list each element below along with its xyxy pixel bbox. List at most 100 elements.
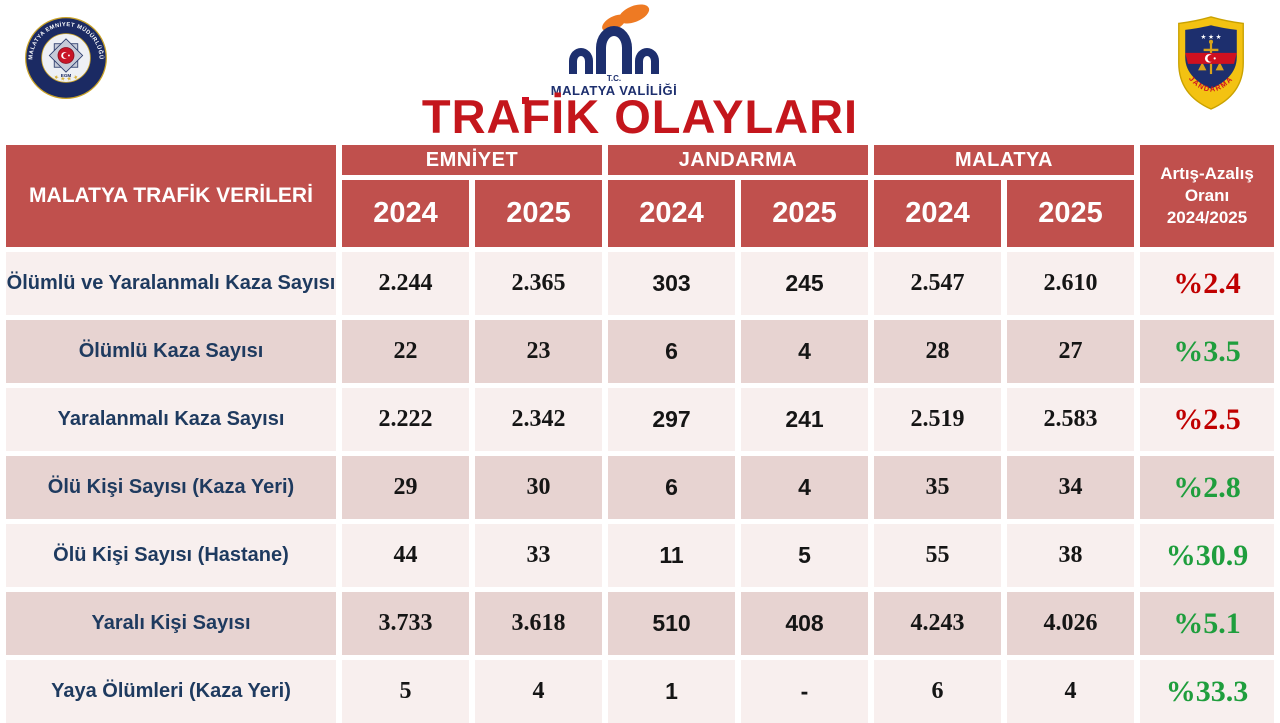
value-cell: 33 xyxy=(475,524,602,587)
value-cell: 3.618 xyxy=(475,592,602,655)
row-label: Ölümlü ve Yaralanmalı Kaza Sayısı xyxy=(6,252,336,315)
group-header-row: MALATYA TRAFİK VERİLERİ EMNİYET JANDARMA… xyxy=(6,145,1275,247)
value-cell: 4.026 xyxy=(1007,592,1135,655)
value-cell: - xyxy=(741,660,869,723)
arch-small-right xyxy=(635,48,659,74)
value-cell: 4.243 xyxy=(874,592,1002,655)
value-cell: 44 xyxy=(342,524,469,587)
value-cell: 4 xyxy=(1007,660,1135,723)
rate-cell: %2.4 xyxy=(1140,252,1275,315)
row-label: Yaralı Kişi Sayısı xyxy=(6,592,336,655)
table-row: Ölü Kişi Sayısı (Hastane) 44 33 11 5 55 … xyxy=(6,524,1275,587)
value-cell: 241 xyxy=(741,388,869,451)
value-cell: 27 xyxy=(1007,320,1135,383)
year-header: 2025 xyxy=(741,180,869,247)
arch-large-center xyxy=(596,26,632,74)
value-cell: 408 xyxy=(741,592,869,655)
rate-cell: %5.1 xyxy=(1140,592,1275,655)
jandarma-shield-logo: ★ ★ ★ JANDARMA xyxy=(1178,16,1244,110)
arch-small-left xyxy=(569,48,593,74)
valilik-caption: MALATYA VALİLİĞİ xyxy=(522,82,694,105)
rate-cell: %3.5 xyxy=(1140,320,1275,383)
year-header-row: 2024 2025 2024 2025 2024 2025 xyxy=(6,180,1274,247)
value-cell: 2.222 xyxy=(342,388,469,451)
row-label: Yaralanmalı Kaza Sayısı xyxy=(6,388,336,451)
value-cell: 245 xyxy=(741,252,869,315)
crescent-ribbon-icon xyxy=(1185,52,1237,64)
traffic-table: MALATYA TRAFİK VERİLERİ EMNİYET JANDARMA… xyxy=(0,140,1280,723)
value-cell: 6 xyxy=(608,320,735,383)
shield-stars: ★ ★ ★ xyxy=(1201,34,1222,41)
table-row: Yaralanmalı Kaza Sayısı 2.222 2.342 297 … xyxy=(6,388,1275,451)
row-label: Ölü Kişi Sayısı (Hastane) xyxy=(6,524,336,587)
page-title: TRAFİK OLAYLARI xyxy=(421,90,859,143)
value-cell: 29 xyxy=(342,456,469,519)
value-cell: 2.610 xyxy=(1007,252,1135,315)
rate-cell: %33.3 xyxy=(1140,660,1275,723)
year-header: 2025 xyxy=(475,180,602,247)
year-header: 2025 xyxy=(1007,180,1135,247)
rate-header-line2: Oranı xyxy=(1184,185,1230,205)
value-cell: 6 xyxy=(874,660,1002,723)
value-cell: 5 xyxy=(342,660,469,723)
badge-abbrev: EGM xyxy=(61,73,72,78)
badge-stars: ★ ★ ★ ★ xyxy=(53,73,80,82)
value-cell: 55 xyxy=(874,524,1002,587)
value-cell: 303 xyxy=(608,252,735,315)
value-cell: 11 xyxy=(608,524,735,587)
rate-cell: %2.8 xyxy=(1140,456,1275,519)
value-cell: 23 xyxy=(475,320,602,383)
table-row: Ölü Kişi Sayısı (Kaza Yeri) 29 30 6 4 35… xyxy=(6,456,1275,519)
table-row: Ölümlü ve Yaralanmalı Kaza Sayısı 2.244 … xyxy=(6,252,1275,315)
arch-monogram-icon xyxy=(534,26,694,74)
value-cell: 6 xyxy=(608,456,735,519)
rate-header: Artış-Azalış Oranı 2024/2025 xyxy=(1140,145,1275,247)
row-label: Yaya Ölümleri (Kaza Yeri) xyxy=(6,660,336,723)
malatya-valiligi-logo: T.C. MALATYA VALİLİĞİ xyxy=(522,2,694,105)
eight-point-star-icon xyxy=(48,38,84,73)
rate-cell: %30.9 xyxy=(1140,524,1275,587)
value-cell: 297 xyxy=(608,388,735,451)
svg-text:★ ★ ★ ★: ★ ★ ★ ★ xyxy=(53,73,80,82)
tc-label: T.C. xyxy=(606,74,622,83)
page-header: MALATYA EMNİYET MÜDÜRLÜĞÜ ★ ★ ★ ★ EGM xyxy=(0,0,1280,140)
value-cell: 2.519 xyxy=(874,388,1002,451)
value-cell: 4 xyxy=(475,660,602,723)
value-cell: 510 xyxy=(608,592,735,655)
table-row: Yaralı Kişi Sayısı 3.733 3.618 510 408 4… xyxy=(6,592,1275,655)
value-cell: 1 xyxy=(608,660,735,723)
rate-header-line3: 2024/2025 xyxy=(1166,208,1248,228)
value-cell: 34 xyxy=(1007,456,1135,519)
value-cell: 2.342 xyxy=(475,388,602,451)
value-cell: 35 xyxy=(874,456,1002,519)
year-header: 2024 xyxy=(874,180,1002,247)
group-header-malatya: MALATYA xyxy=(874,145,1135,175)
rate-cell: %2.5 xyxy=(1140,388,1275,451)
table-row: Yaya Ölümleri (Kaza Yeri) 5 4 1 - 6 4 %3… xyxy=(6,660,1275,723)
value-cell: 38 xyxy=(1007,524,1135,587)
red-square-icon xyxy=(522,97,529,105)
rate-header-line1: Artış-Azalış xyxy=(1160,163,1254,183)
group-header-jandarma: JANDARMA xyxy=(608,145,869,175)
row-label: Ölümlü Kaza Sayısı xyxy=(6,320,336,383)
valilik-caption-text: MALATYA VALİLİĞİ xyxy=(550,82,678,98)
group-header-emniyet: EMNİYET xyxy=(342,145,602,175)
table-row: Ölümlü Kaza Sayısı 22 23 6 4 28 27 %3.5 xyxy=(6,320,1275,383)
year-header: 2024 xyxy=(608,180,735,247)
emniyet-badge-logo: MALATYA EMNİYET MÜDÜRLÜĞÜ ★ ★ ★ ★ EGM xyxy=(25,17,107,99)
value-cell: 28 xyxy=(874,320,1002,383)
value-cell: 2.583 xyxy=(1007,388,1135,451)
value-cell: 2.244 xyxy=(342,252,469,315)
value-cell: 4 xyxy=(741,456,869,519)
value-cell: 22 xyxy=(342,320,469,383)
value-cell: 5 xyxy=(741,524,869,587)
value-cell: 3.733 xyxy=(342,592,469,655)
value-cell: 4 xyxy=(741,320,869,383)
value-cell: 2.547 xyxy=(874,252,1002,315)
corner-header: MALATYA TRAFİK VERİLERİ xyxy=(6,145,336,247)
value-cell: 2.365 xyxy=(475,252,602,315)
value-cell: 30 xyxy=(475,456,602,519)
year-header: 2024 xyxy=(342,180,469,247)
row-label: Ölü Kişi Sayısı (Kaza Yeri) xyxy=(6,456,336,519)
